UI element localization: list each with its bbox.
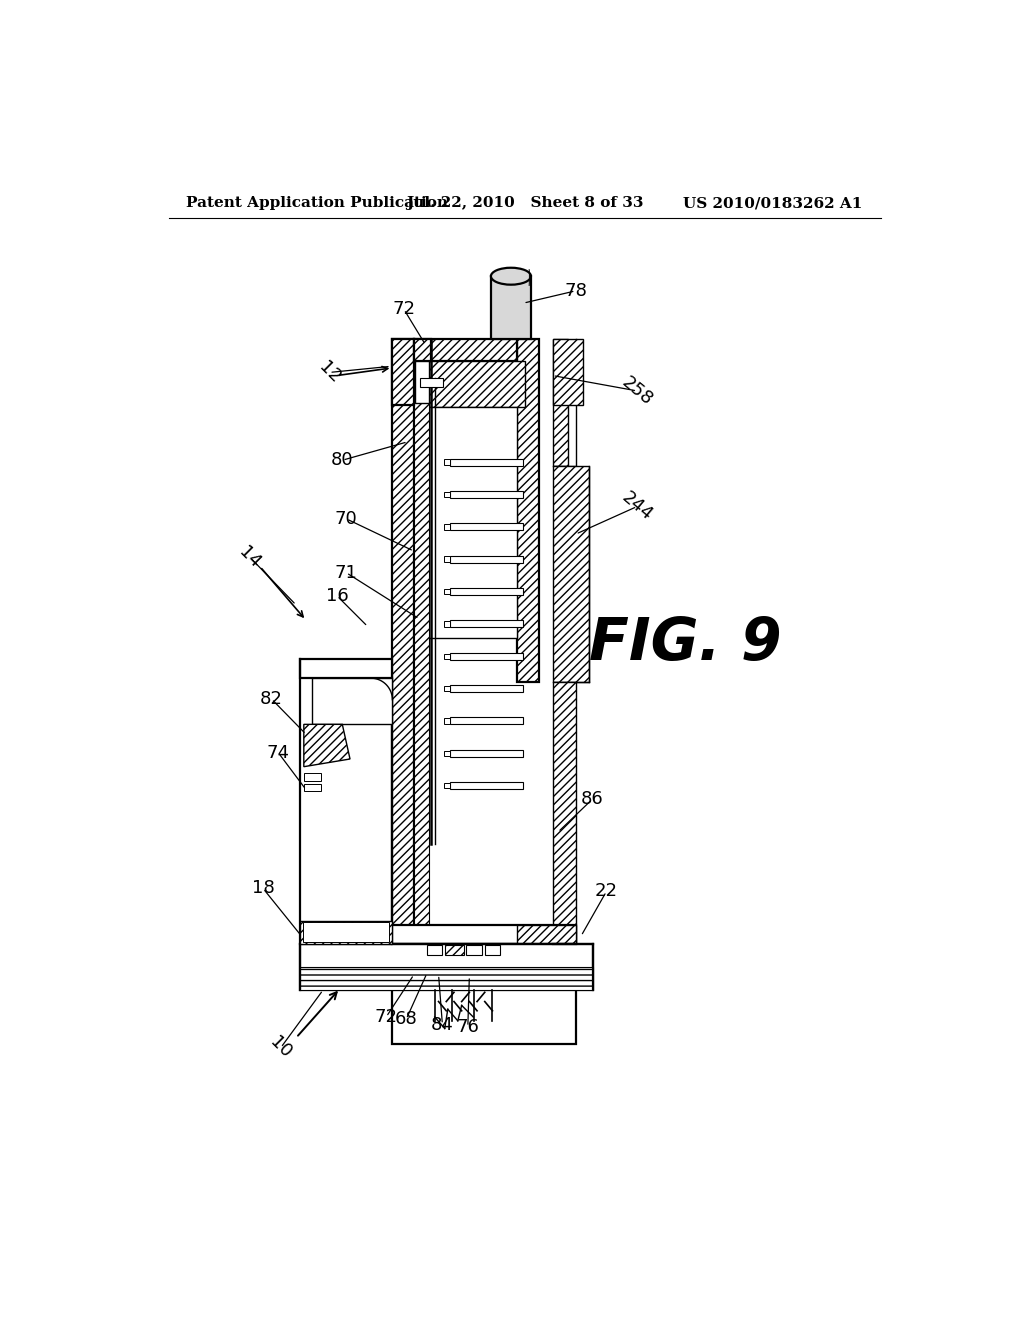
Bar — [451, 685, 523, 692]
Bar — [444, 751, 451, 756]
Text: US 2010/0183262 A1: US 2010/0183262 A1 — [683, 197, 862, 210]
Bar — [444, 622, 451, 627]
Bar — [553, 339, 584, 405]
Bar — [414, 339, 517, 360]
Bar — [304, 784, 321, 792]
Bar — [444, 459, 451, 465]
Text: 10: 10 — [266, 1034, 295, 1063]
Bar — [414, 407, 517, 638]
Bar — [451, 556, 523, 562]
Bar — [392, 944, 575, 961]
Bar — [416, 360, 429, 404]
Text: 258: 258 — [618, 374, 656, 409]
Bar — [300, 921, 392, 944]
Text: FIG. 9: FIG. 9 — [589, 615, 781, 672]
Text: 70: 70 — [335, 510, 357, 528]
Bar — [420, 378, 443, 387]
Bar — [451, 750, 523, 756]
Bar — [414, 360, 524, 407]
Text: 84: 84 — [431, 1015, 454, 1034]
Ellipse shape — [490, 268, 531, 285]
Bar — [451, 524, 523, 531]
Bar — [553, 339, 568, 466]
Text: 74: 74 — [267, 744, 290, 762]
Bar — [553, 466, 590, 682]
Bar — [414, 339, 431, 360]
Bar — [490, 276, 531, 339]
Text: Patent Application Publication: Patent Application Publication — [186, 197, 449, 210]
Bar — [517, 339, 539, 682]
Bar — [484, 945, 500, 954]
Text: 86: 86 — [582, 791, 604, 808]
Bar — [392, 944, 575, 1044]
Bar — [300, 966, 593, 990]
Bar — [451, 459, 523, 466]
Bar — [466, 945, 481, 954]
Bar — [451, 491, 523, 498]
Text: 22: 22 — [595, 883, 617, 900]
Text: 76: 76 — [457, 1018, 479, 1036]
Bar — [392, 924, 575, 944]
Bar — [392, 339, 414, 944]
Bar — [444, 589, 451, 594]
Text: 68: 68 — [395, 1010, 418, 1028]
Polygon shape — [304, 725, 350, 767]
Bar — [473, 961, 500, 970]
Bar — [451, 620, 523, 627]
Bar — [517, 924, 575, 944]
Text: 78: 78 — [564, 282, 587, 300]
Bar — [427, 945, 442, 954]
Bar — [444, 492, 451, 498]
Bar — [423, 961, 469, 974]
Bar — [444, 718, 451, 723]
Bar — [414, 360, 429, 944]
Bar — [303, 923, 389, 942]
Bar — [473, 961, 500, 979]
Text: 12: 12 — [314, 358, 344, 387]
Bar — [300, 944, 593, 990]
Bar — [444, 557, 451, 562]
Bar — [304, 774, 321, 780]
Bar — [451, 781, 523, 789]
Text: 82: 82 — [260, 690, 283, 708]
Bar — [423, 961, 469, 983]
Bar — [504, 961, 523, 977]
Bar — [300, 659, 392, 678]
Bar — [553, 682, 575, 944]
Text: Jul. 22, 2010   Sheet 8 of 33: Jul. 22, 2010 Sheet 8 of 33 — [407, 197, 643, 210]
Text: 71: 71 — [335, 564, 357, 582]
Text: 72: 72 — [392, 301, 416, 318]
Text: 244: 244 — [618, 488, 656, 524]
Bar — [451, 718, 523, 725]
Bar — [451, 653, 523, 660]
Bar — [444, 783, 451, 788]
Text: 80: 80 — [331, 451, 353, 469]
Bar — [444, 945, 464, 954]
Bar — [444, 686, 451, 692]
Bar — [444, 524, 451, 529]
Text: 14: 14 — [236, 543, 264, 572]
Text: 72: 72 — [375, 1008, 397, 1026]
Bar — [444, 653, 451, 659]
Bar — [311, 678, 392, 725]
Text: 18: 18 — [252, 879, 274, 898]
Bar — [451, 589, 523, 595]
Text: 16: 16 — [326, 587, 348, 605]
Bar — [392, 339, 414, 405]
